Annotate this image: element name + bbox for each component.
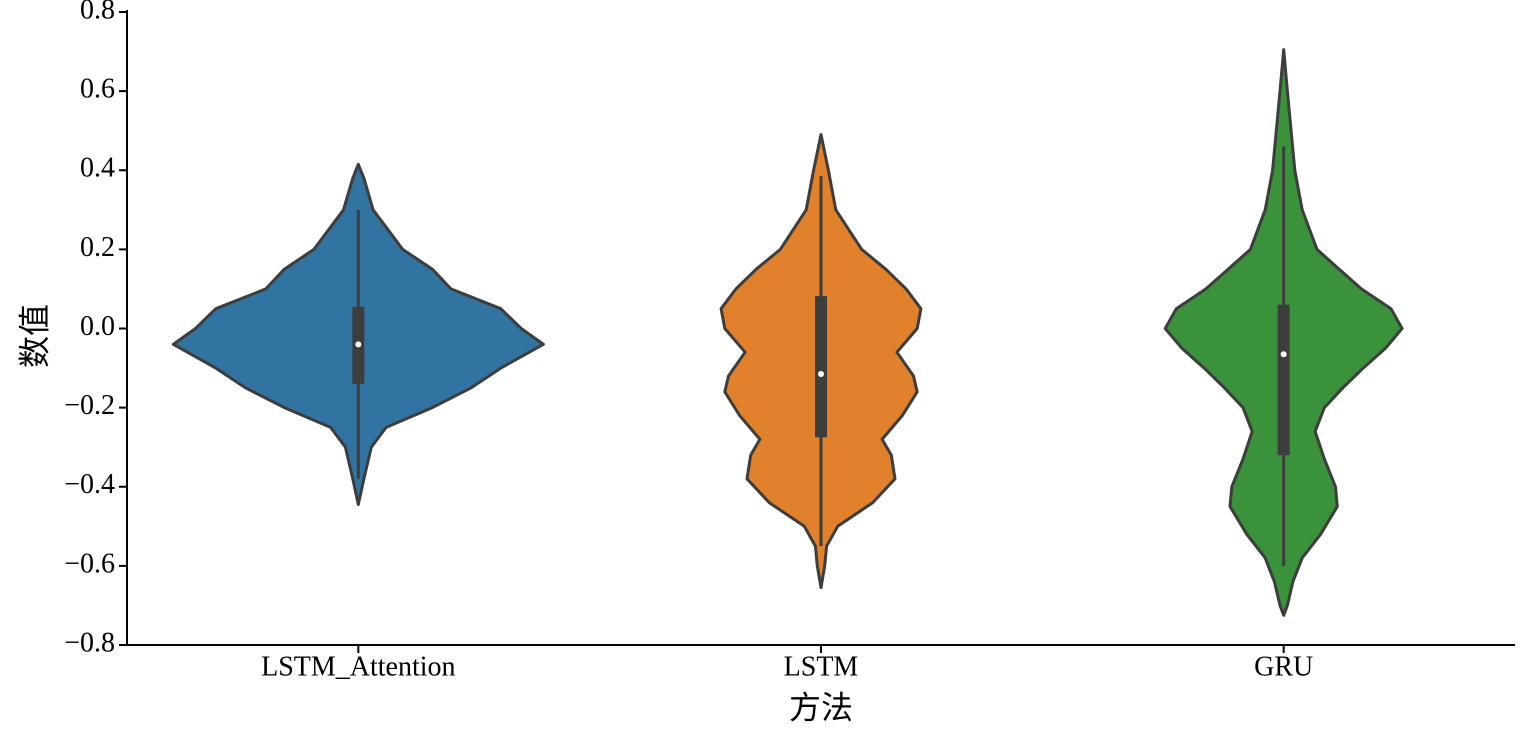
y-tick-label: 0.6 (80, 74, 115, 105)
x-tick-label: GRU (1254, 651, 1313, 682)
y-axis-title: 数值 (16, 304, 52, 368)
iqr-box (815, 296, 827, 438)
y-tick-label: −0.8 (64, 627, 115, 658)
y-tick-label: 0.8 (80, 0, 115, 25)
x-tick-label: LSTM_Attention (261, 651, 455, 682)
y-tick-label: 0.4 (80, 153, 115, 184)
x-axis-title: 方法 (789, 689, 853, 725)
median-dot (1280, 351, 1287, 358)
y-tick-label: −0.4 (64, 469, 115, 500)
iqr-box (1277, 304, 1290, 456)
median-dot (818, 370, 824, 377)
median-dot (355, 341, 362, 348)
y-tick-label: −0.6 (64, 548, 115, 579)
x-tick-label: LSTM (784, 651, 859, 682)
y-tick-label: −0.2 (64, 390, 115, 421)
y-tick-label: 0.2 (80, 232, 115, 263)
y-tick-label: 0.0 (80, 311, 115, 342)
